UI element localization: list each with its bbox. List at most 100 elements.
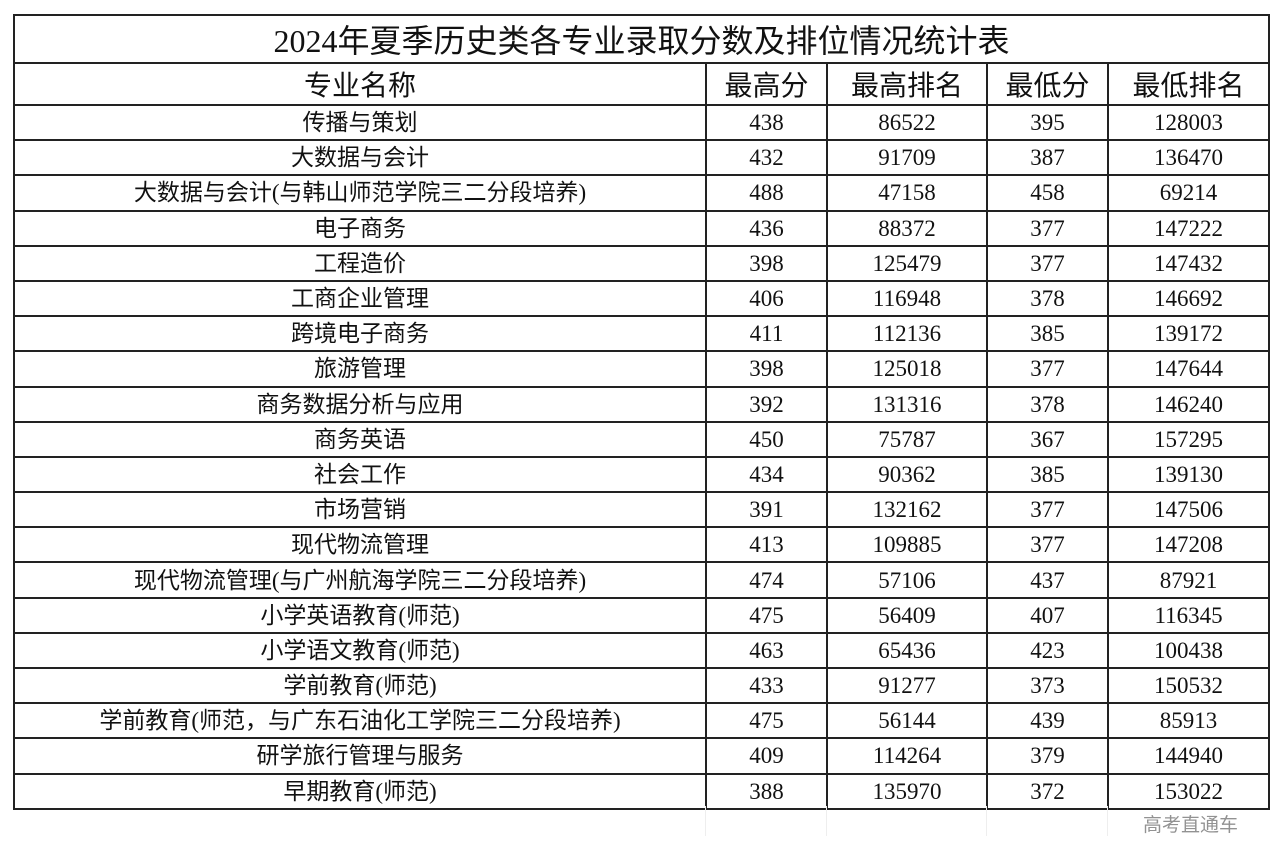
table-cell: 147432 <box>1106 244 1271 282</box>
table-cell: 463 <box>705 631 828 670</box>
table-cell: 377 <box>986 491 1109 529</box>
table-row: 电子商务 436 88372 377 147222 <box>13 209 1271 247</box>
table-cell: 87921 <box>1106 561 1271 599</box>
table-cell: 378 <box>986 385 1109 423</box>
table-cell: 437 <box>986 561 1109 599</box>
table-cell: 385 <box>986 315 1109 353</box>
table-cell: 小学语文教育(师范) <box>13 631 707 670</box>
table-cell: 社会工作 <box>13 455 707 494</box>
table-row: 现代物流管理(与广州航海学院三二分段培养) 474 57106 437 87921 <box>13 561 1271 599</box>
grid-line <box>1107 806 1108 836</box>
table-cell: 387 <box>986 139 1109 177</box>
table-cell: 114264 <box>826 737 988 775</box>
table-cell: 377 <box>986 244 1109 282</box>
table-cell: 125018 <box>826 350 988 388</box>
table-cell: 电子商务 <box>13 209 707 247</box>
table-cell: 91277 <box>826 666 988 705</box>
table-row: 学前教育(师范) 433 91277 373 150532 <box>13 666 1271 705</box>
column-header: 最低排名 <box>1106 62 1271 106</box>
table-cell: 432 <box>705 139 828 177</box>
table-cell: 391 <box>705 491 828 529</box>
column-header: 最高分 <box>705 62 828 106</box>
table-cell: 131316 <box>826 385 988 423</box>
table-cell: 377 <box>986 526 1109 564</box>
table-cell: 409 <box>705 737 828 775</box>
table-cell: 379 <box>986 737 1109 775</box>
table-cell: 388 <box>705 772 828 810</box>
table-cell: 439 <box>986 702 1109 740</box>
table-cell: 56409 <box>826 596 988 634</box>
table-cell: 57106 <box>826 561 988 599</box>
table-row: 早期教育(师范) 388 135970 372 153022 <box>13 772 1271 810</box>
table-cell: 157295 <box>1106 420 1271 458</box>
table-cell: 工程造价 <box>13 244 707 282</box>
table-cell: 413 <box>705 526 828 564</box>
table-cell: 116948 <box>826 279 988 318</box>
table-row: 旅游管理 398 125018 377 147644 <box>13 350 1271 388</box>
table-cell: 65436 <box>826 631 988 670</box>
table-row: 商务数据分析与应用 392 131316 378 146240 <box>13 385 1271 423</box>
table-cell: 146240 <box>1106 385 1271 423</box>
table-cell: 398 <box>705 350 828 388</box>
table-cell: 147208 <box>1106 526 1271 564</box>
grid-line <box>705 806 706 836</box>
grid-line <box>986 806 987 836</box>
table-cell: 378 <box>986 279 1109 318</box>
table-cell: 109885 <box>826 526 988 564</box>
table-cell: 工商企业管理 <box>13 279 707 318</box>
table-cell: 423 <box>986 631 1109 670</box>
table-cell: 传播与策划 <box>13 103 707 142</box>
table-cell: 395 <box>986 103 1109 142</box>
table-row: 市场营销 391 132162 377 147506 <box>13 491 1271 529</box>
table-cell: 377 <box>986 209 1109 247</box>
table-cell: 434 <box>705 455 828 494</box>
table-cell: 研学旅行管理与服务 <box>13 737 707 775</box>
table-cell: 147506 <box>1106 491 1271 529</box>
table-cell: 69214 <box>1106 174 1271 212</box>
table-cell: 373 <box>986 666 1109 705</box>
watermark: 高考直通车 <box>1143 814 1239 836</box>
table-cell: 大数据与会计(与韩山师范学院三二分段培养) <box>13 174 707 212</box>
table-cell: 475 <box>705 702 828 740</box>
table-cell: 450 <box>705 420 828 458</box>
table-cell: 372 <box>986 772 1109 810</box>
table-cell: 144940 <box>1106 737 1271 775</box>
table-cell: 139130 <box>1106 455 1271 494</box>
table-row: 现代物流管理 413 109885 377 147208 <box>13 526 1271 564</box>
table-cell: 商务英语 <box>13 420 707 458</box>
table-cell: 411 <box>705 315 828 353</box>
table-cell: 146692 <box>1106 279 1271 318</box>
table-cell: 128003 <box>1106 103 1271 142</box>
table-cell: 136470 <box>1106 139 1271 177</box>
table-row: 社会工作 434 90362 385 139130 <box>13 455 1271 494</box>
table-row: 工程造价 398 125479 377 147432 <box>13 244 1271 282</box>
table-cell: 112136 <box>826 315 988 353</box>
table-cell: 商务数据分析与应用 <box>13 385 707 423</box>
column-header: 专业名称 <box>13 62 707 106</box>
table-cell: 433 <box>705 666 828 705</box>
table-cell: 147222 <box>1106 209 1271 247</box>
table-cell: 现代物流管理(与广州航海学院三二分段培养) <box>13 561 707 599</box>
table-cell: 88372 <box>826 209 988 247</box>
table-row: 工商企业管理 406 116948 378 146692 <box>13 279 1271 318</box>
table-cell: 91709 <box>826 139 988 177</box>
table-row: 小学语文教育(师范) 463 65436 423 100438 <box>13 631 1271 670</box>
table-row: 商务英语 450 75787 367 157295 <box>13 420 1271 458</box>
table-cell: 85913 <box>1106 702 1271 740</box>
table-cell: 90362 <box>826 455 988 494</box>
table-cell: 406 <box>705 279 828 318</box>
score-table: 2024年夏季历史类各专业录取分数及排位情况统计表 专业名称 最高分 最高排名 最低分… <box>12 14 1271 810</box>
table-row: 大数据与会计(与韩山师范学院三二分段培养) 488 47158 458 69214 <box>13 174 1271 212</box>
table-row: 研学旅行管理与服务 409 114264 379 144940 <box>13 737 1271 775</box>
table-cell: 75787 <box>826 420 988 458</box>
table-cell: 116345 <box>1106 596 1271 634</box>
table-cell: 125479 <box>826 244 988 282</box>
table-cell: 407 <box>986 596 1109 634</box>
table-cell: 392 <box>705 385 828 423</box>
table-cell: 377 <box>986 350 1109 388</box>
table-cell: 458 <box>986 174 1109 212</box>
table-cell: 488 <box>705 174 828 212</box>
table-cell: 438 <box>705 103 828 142</box>
table-row: 跨境电子商务 411 112136 385 139172 <box>13 315 1271 353</box>
table-cell: 132162 <box>826 491 988 529</box>
